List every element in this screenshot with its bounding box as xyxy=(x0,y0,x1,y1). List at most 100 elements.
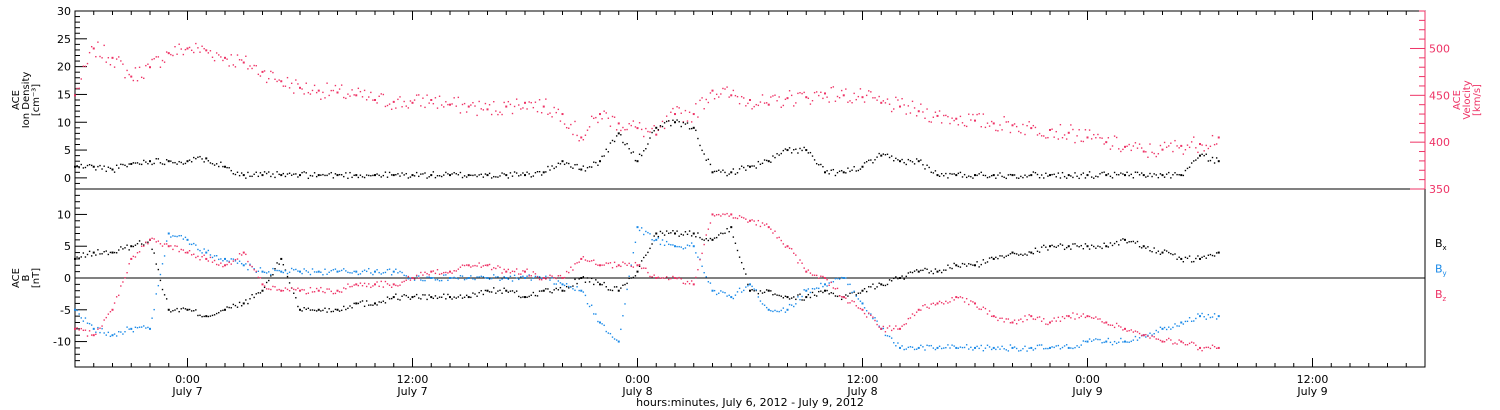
data-dot xyxy=(376,173,378,175)
data-dot xyxy=(978,347,980,350)
data-dot xyxy=(1028,314,1030,316)
data-dot xyxy=(1186,344,1189,346)
data-dot xyxy=(876,286,878,288)
data-dot xyxy=(563,290,566,292)
data-dot xyxy=(426,298,428,301)
data-dot xyxy=(951,344,953,346)
series-Bz xyxy=(74,212,1220,352)
data-dot xyxy=(463,102,466,105)
data-dot xyxy=(1118,244,1120,246)
data-dot xyxy=(457,278,460,280)
data-dot xyxy=(1103,341,1105,344)
data-dot xyxy=(1157,176,1160,179)
data-dot xyxy=(988,310,991,312)
data-dot xyxy=(520,296,522,299)
data-dot xyxy=(345,270,347,272)
data-dot xyxy=(353,284,355,286)
data-dot xyxy=(745,286,747,288)
data-dot xyxy=(686,120,689,122)
data-dot xyxy=(1195,159,1197,161)
data-dot xyxy=(705,98,707,101)
data-dot xyxy=(322,173,324,176)
data-dot xyxy=(484,173,487,175)
data-dot xyxy=(745,169,747,171)
data-dot xyxy=(1001,345,1003,348)
data-dot xyxy=(1095,247,1097,249)
x-tick-label-date: July 8 xyxy=(621,385,652,398)
data-dot xyxy=(1036,173,1039,176)
data-dot xyxy=(1057,344,1060,347)
data-dot xyxy=(759,225,762,228)
data-dot xyxy=(1095,175,1097,177)
data-dot xyxy=(632,266,635,268)
data-dot xyxy=(1215,157,1218,159)
data-dot xyxy=(361,96,364,98)
data-dot xyxy=(290,82,293,85)
series-panel0-11 xyxy=(74,119,1220,180)
data-dot xyxy=(724,171,726,174)
data-point xyxy=(1049,245,1051,248)
data-point xyxy=(1180,340,1183,343)
data-dot xyxy=(86,253,89,256)
data-dot xyxy=(361,176,364,178)
data-dot xyxy=(370,175,372,177)
data-dot xyxy=(151,58,153,61)
data-dot xyxy=(180,248,182,251)
x-tick-label-date: July 9 xyxy=(1071,385,1102,398)
data-point xyxy=(467,174,470,177)
data-dot xyxy=(309,286,312,289)
data-dot xyxy=(874,97,876,99)
data-dot xyxy=(365,174,368,176)
data-dot xyxy=(428,276,430,278)
data-dot xyxy=(897,342,899,344)
data-dot xyxy=(868,312,870,314)
data-point xyxy=(1180,257,1183,260)
data-dot xyxy=(938,300,941,303)
data-dot xyxy=(1097,245,1099,247)
data-dot xyxy=(228,306,230,309)
data-dot xyxy=(870,91,872,93)
data-dot xyxy=(968,175,970,177)
data-dot xyxy=(1147,334,1149,337)
data-dot xyxy=(884,154,887,156)
data-dot xyxy=(484,102,487,105)
data-dot xyxy=(611,115,614,118)
data-point xyxy=(130,257,133,260)
data-dot xyxy=(234,66,237,68)
data-dot xyxy=(1165,173,1168,175)
data-dot xyxy=(759,300,762,302)
data-dot xyxy=(959,115,962,118)
data-dot xyxy=(590,260,593,262)
data-dot xyxy=(815,287,818,289)
data-dot xyxy=(963,346,966,349)
data-dot xyxy=(776,237,778,239)
data-dot xyxy=(682,248,685,250)
data-dot xyxy=(493,267,495,269)
data-dot xyxy=(728,294,730,297)
data-dot xyxy=(1122,329,1124,331)
data-dot xyxy=(1193,320,1195,322)
data-dot xyxy=(536,276,539,278)
data-dot xyxy=(576,282,578,285)
data-dot xyxy=(782,104,785,107)
data-dot xyxy=(851,300,853,302)
data-dot xyxy=(1034,318,1037,321)
data-dot xyxy=(649,275,651,278)
data-dot xyxy=(495,267,497,270)
data-point xyxy=(1030,346,1033,349)
data-dot xyxy=(1132,145,1135,147)
data-dot xyxy=(140,243,143,245)
data-point xyxy=(824,171,826,174)
data-dot xyxy=(893,277,895,280)
data-dot xyxy=(113,333,116,335)
data-dot xyxy=(776,153,778,155)
data-point xyxy=(1199,154,1201,157)
data-dot xyxy=(538,278,541,281)
data-dot xyxy=(513,171,516,173)
data-dot xyxy=(434,176,437,179)
data-dot xyxy=(170,245,172,247)
data-dot xyxy=(470,275,472,277)
data-point xyxy=(692,232,695,235)
data-dot xyxy=(553,106,555,109)
data-dot xyxy=(1103,171,1105,173)
